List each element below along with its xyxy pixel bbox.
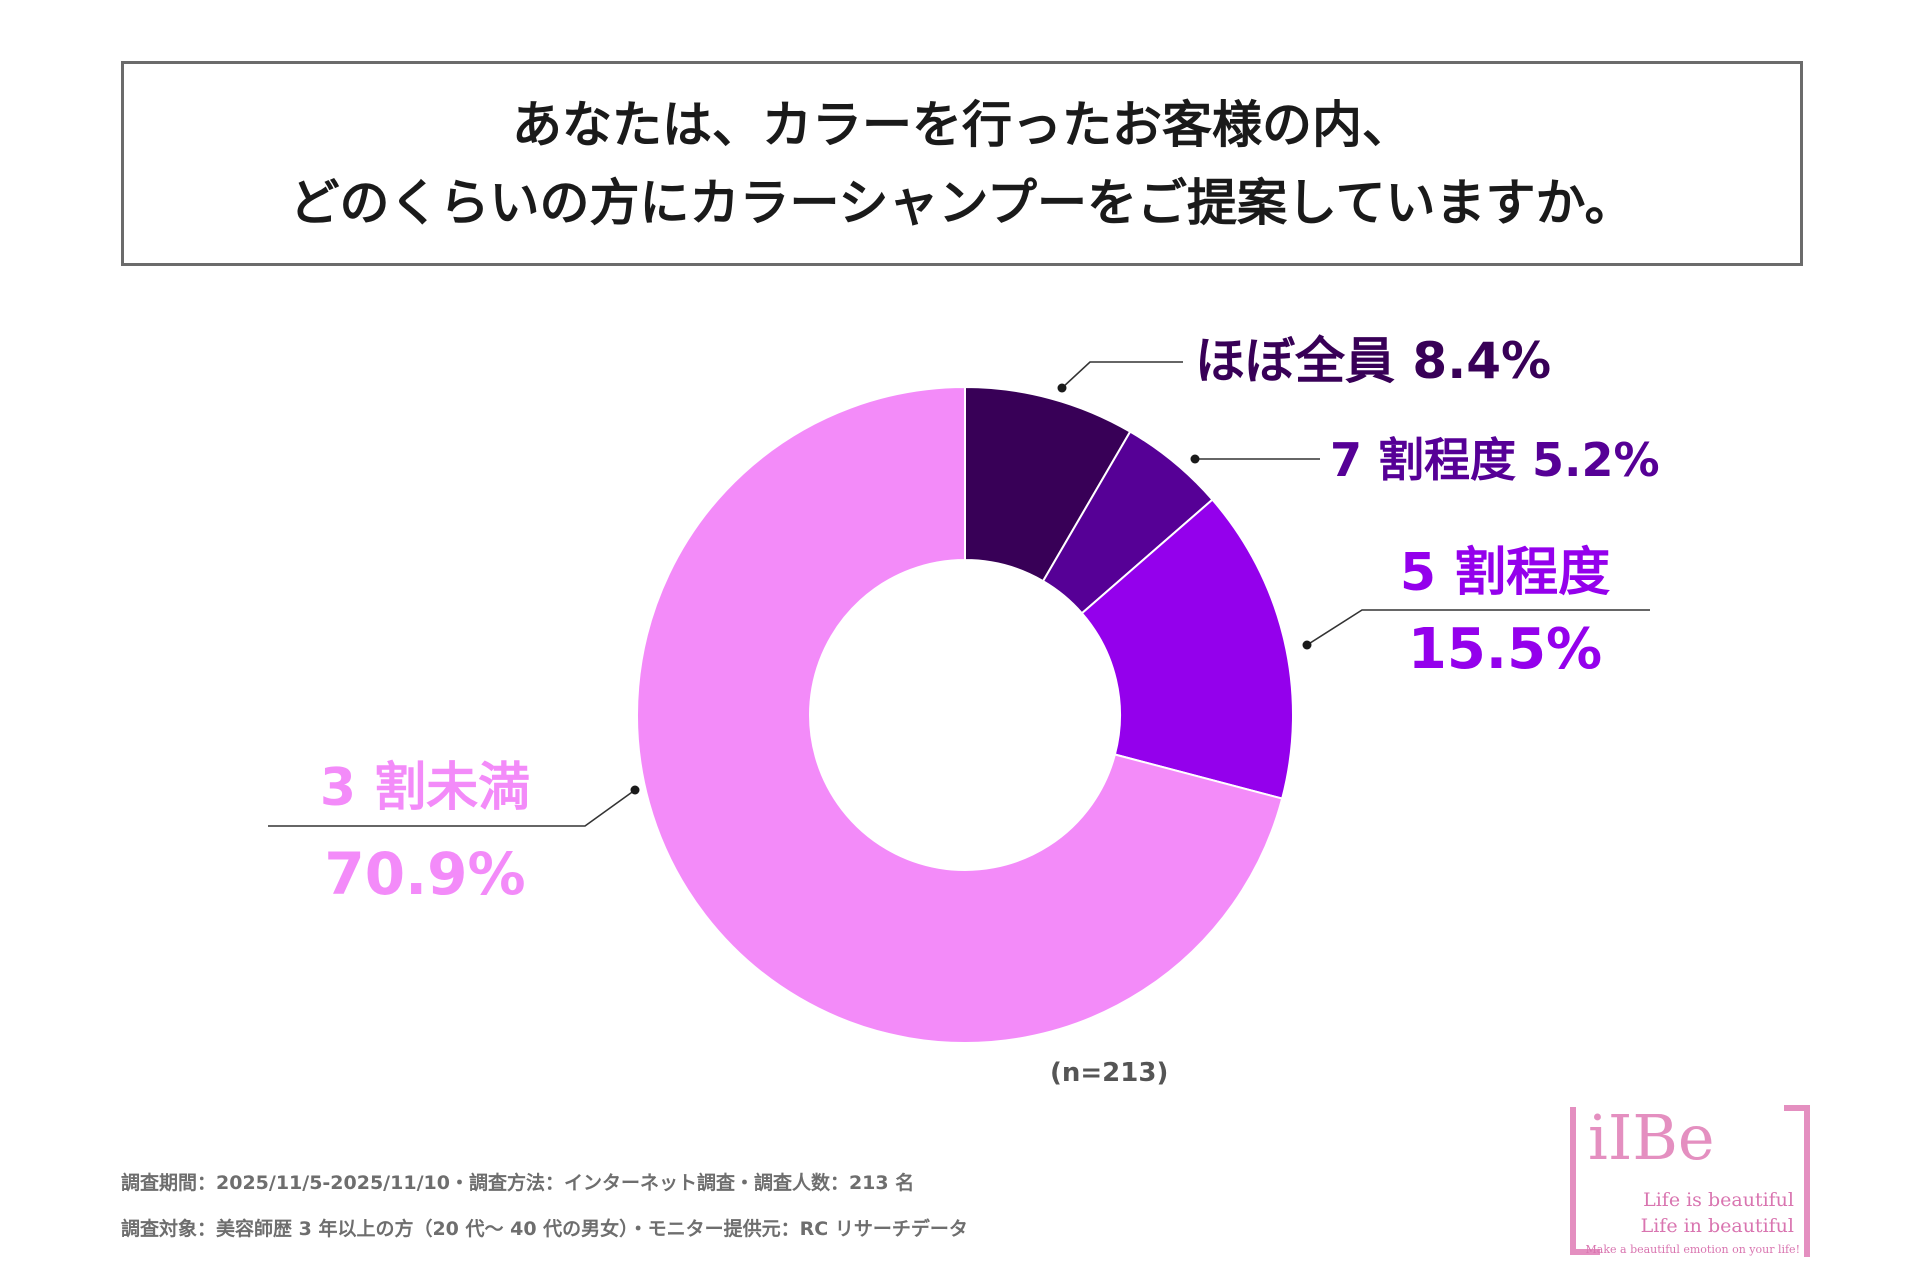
leader-line	[1306, 609, 1650, 646]
survey-notes-line-2: 調査対象：美容師歴 3 年以上の方（20 代～ 40 代の男女）・モニター提供元…	[121, 1218, 968, 1240]
slice-value-label: 70.9%	[324, 840, 525, 908]
logo-tagline-3: Make a beautiful emotion on your life!	[1585, 1243, 1800, 1256]
logo-bracket	[1570, 1249, 1600, 1255]
slice-value-label: 15.5%	[1408, 617, 1602, 682]
slice-label: 3 割未満	[320, 758, 530, 818]
sample-size-label: (n=213)	[1050, 1058, 1169, 1088]
logo-tagline-1: Life is beautiful	[1643, 1189, 1794, 1211]
title-box: あなたは、カラーを行ったお客様の内、 どのくらいの方にカラーシャンプーをご提案し…	[121, 61, 1803, 266]
logo-bracket	[1804, 1105, 1810, 1257]
logo-bracket	[1570, 1107, 1576, 1255]
survey-notes: 調査期間：2025/11/5-2025/11/10・調査方法：インターネット調査…	[121, 1160, 968, 1252]
survey-notes-line-1: 調査期間：2025/11/5-2025/11/10・調査方法：インターネット調査…	[121, 1172, 915, 1194]
pie-slice	[636, 385, 1284, 1044]
leader-line	[268, 789, 636, 827]
leader-dot	[630, 785, 640, 795]
title-line-2: どのくらいの方にカラーシャンプーをご提案していますか。	[289, 173, 1635, 232]
logo-tagline-2: Life in beautiful	[1640, 1215, 1794, 1237]
slice-label: 5 割程度	[1400, 543, 1610, 603]
leader-line	[1061, 361, 1183, 389]
pie-slice	[1080, 498, 1294, 800]
slice-label: 7 割程度 5.2%	[1330, 433, 1660, 487]
logo-mark: iIBe	[1588, 1101, 1715, 1174]
leader-dot	[1302, 640, 1312, 650]
leader-dot	[1190, 454, 1200, 464]
logo-bracket	[1784, 1105, 1810, 1111]
title-line-1: あなたは、カラーを行ったお客様の内、	[512, 95, 1412, 154]
slice-label: ほぼ全員 8.4%	[1195, 332, 1551, 390]
leader-dot	[1057, 383, 1067, 393]
ilbe-logo: iIBe Life is beautiful Life in beautiful…	[1570, 1097, 1810, 1259]
